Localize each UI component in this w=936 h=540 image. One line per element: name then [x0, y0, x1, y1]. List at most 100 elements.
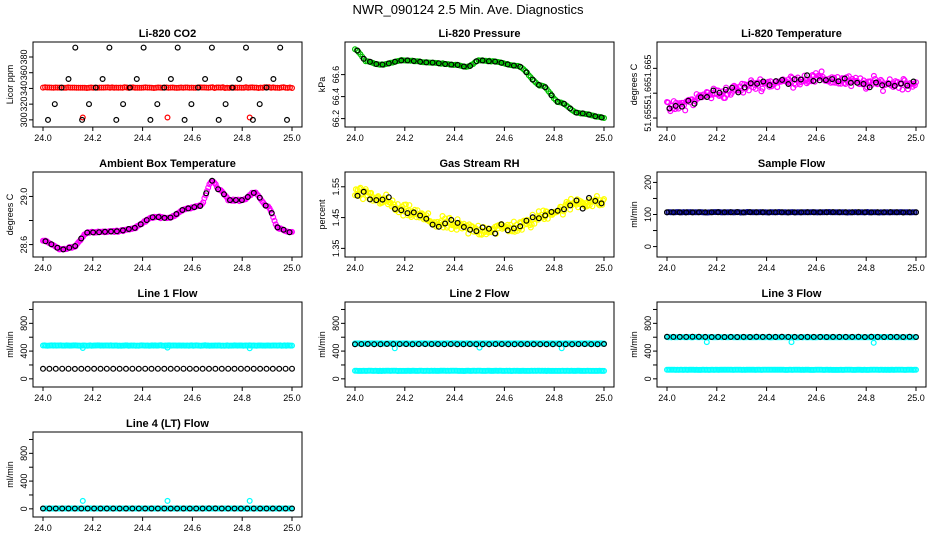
data-point [221, 191, 228, 198]
data-point [269, 365, 276, 372]
data-point [722, 86, 729, 93]
data-point [250, 365, 257, 372]
data-point [556, 341, 563, 348]
data-point [510, 62, 517, 69]
data-point [237, 505, 244, 512]
data-point [567, 105, 574, 112]
plot-frame [32, 301, 303, 388]
data-point [244, 194, 251, 201]
y-axis-label: ml/min [5, 461, 15, 488]
x-tick-label: 24.2 [708, 133, 726, 143]
data-point [201, 195, 208, 202]
x-tick-label: 24.4 [446, 263, 464, 273]
data-point [289, 84, 296, 91]
data-point [904, 86, 911, 93]
data-point [231, 505, 238, 512]
data-point [785, 333, 792, 340]
plot-frame [344, 171, 615, 258]
data-point [135, 365, 142, 372]
data-point [727, 209, 734, 216]
x-tick-label: 25.0 [907, 263, 925, 273]
chart-panel-line1: Line 1 Flow 24.0 24.2 24.4 24.6 24.8 25.0 0 400 8… [5, 288, 303, 403]
data-point [59, 505, 66, 512]
data-point [517, 223, 524, 230]
data-point [352, 341, 359, 348]
data-point [52, 365, 59, 372]
y-tick-label: 1.45 [331, 209, 341, 227]
data-point [263, 505, 270, 512]
data-point [289, 342, 296, 349]
y-axis-label: Licor ppm [5, 65, 15, 105]
data-point [510, 225, 517, 232]
data-point [665, 99, 672, 106]
data-point [774, 84, 781, 91]
x-tick-label: 24.0 [34, 523, 52, 533]
data-point [517, 341, 524, 348]
data-point [157, 84, 164, 91]
data-point [559, 211, 566, 218]
plot-frame [32, 431, 303, 518]
data-point [715, 333, 722, 340]
data-point [473, 341, 480, 348]
data-point [48, 241, 55, 248]
data-point [498, 341, 505, 348]
data-point [195, 84, 202, 91]
series-li-820-co2-samples- [44, 44, 291, 123]
data-point [59, 365, 66, 372]
data-point [870, 339, 877, 346]
y-tick-label: 800 [643, 316, 653, 331]
data-point [906, 333, 913, 340]
data-point [367, 58, 374, 65]
x-tick-label: 24.2 [84, 523, 102, 533]
data-point [269, 505, 276, 512]
x-tick-label: 25.0 [283, 393, 301, 403]
chart-title: Line 3 Flow [762, 288, 822, 300]
data-point [435, 341, 442, 348]
x-tick-label: 24.0 [346, 393, 364, 403]
data-point [900, 334, 907, 341]
x-tick-label: 24.6 [496, 133, 514, 143]
data-point [766, 333, 773, 340]
chart-title: Gas Stream RH [439, 158, 519, 170]
data-point [893, 333, 900, 340]
data-point [282, 505, 289, 512]
data-point [54, 244, 61, 251]
x-tick-label: 24.0 [658, 393, 676, 403]
data-point [473, 58, 480, 65]
data-point [250, 189, 257, 196]
data-point [543, 341, 550, 348]
chart-panel-line4: Line 4 (LT) Flow 24.0 24.2 24.4 24.6 24.8 25.0… [5, 418, 303, 533]
data-point [702, 209, 709, 216]
data-point [354, 192, 361, 199]
data-point [829, 209, 836, 216]
data-point [486, 341, 493, 348]
data-point [148, 84, 155, 91]
data-point [142, 505, 149, 512]
data-point [719, 88, 726, 95]
chart-title: Li-820 Pressure [439, 28, 521, 40]
data-point [71, 365, 78, 372]
data-point [268, 210, 275, 217]
chart-title: Line 4 (LT) Flow [126, 418, 209, 430]
data-point [804, 209, 811, 216]
data-point [772, 209, 779, 216]
data-point [900, 209, 907, 216]
data-point [485, 225, 492, 232]
data-point [778, 209, 785, 216]
data-point [836, 209, 843, 216]
data-point [84, 229, 91, 236]
data-point [817, 333, 824, 340]
data-point [107, 228, 114, 235]
data-point [377, 341, 384, 348]
data-point [286, 229, 293, 236]
x-tick-label: 24.6 [808, 133, 826, 143]
data-point [106, 44, 113, 51]
data-point [368, 189, 375, 196]
x-tick-label: 24.8 [545, 133, 563, 143]
data-point [695, 333, 702, 340]
data-point [250, 505, 257, 512]
y-axis-label: degrees C [629, 63, 639, 105]
data-point [689, 209, 696, 216]
data-point [479, 341, 486, 348]
data-point [79, 497, 86, 504]
